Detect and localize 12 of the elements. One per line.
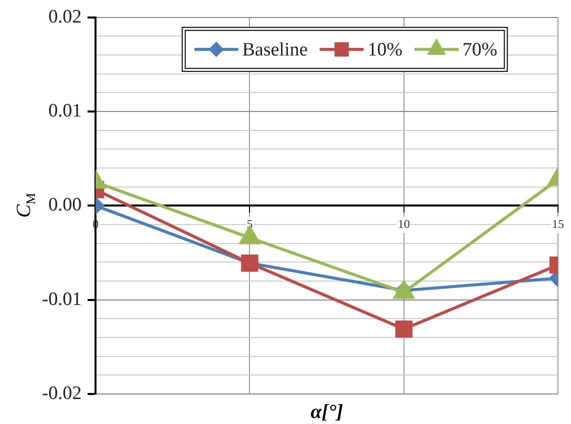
legend-label: 70% — [462, 39, 498, 60]
y-tick-label: 0.01 — [48, 100, 82, 122]
x-axis-title: α[°] — [310, 401, 344, 423]
legend-label: Baseline — [242, 39, 308, 60]
x-tick-label: 10 — [398, 217, 410, 232]
y-tick-label: -0.01 — [42, 288, 82, 310]
y-axis-title: CM — [13, 192, 38, 218]
y-tick-label: 0.02 — [48, 6, 82, 28]
x-tick-label: 15 — [552, 217, 564, 232]
y-tick-label: -0.02 — [42, 382, 82, 404]
y-tick-label: 0.00 — [48, 194, 82, 216]
legend-label: 10% — [368, 39, 403, 60]
